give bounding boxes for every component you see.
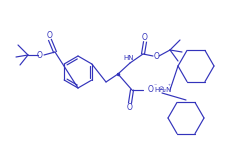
Text: H₂N: H₂N [158, 87, 171, 93]
Text: O: O [37, 50, 43, 59]
Text: HN: HN [124, 55, 134, 61]
Text: H: H [154, 87, 160, 93]
Text: O: O [47, 30, 53, 40]
Text: ⁺: ⁺ [168, 85, 171, 90]
Text: O: O [142, 33, 148, 41]
Text: 2: 2 [159, 86, 163, 91]
Text: O: O [154, 52, 160, 61]
Text: O: O [127, 103, 133, 112]
Text: ⁻: ⁻ [154, 85, 157, 90]
Text: O: O [148, 86, 154, 95]
